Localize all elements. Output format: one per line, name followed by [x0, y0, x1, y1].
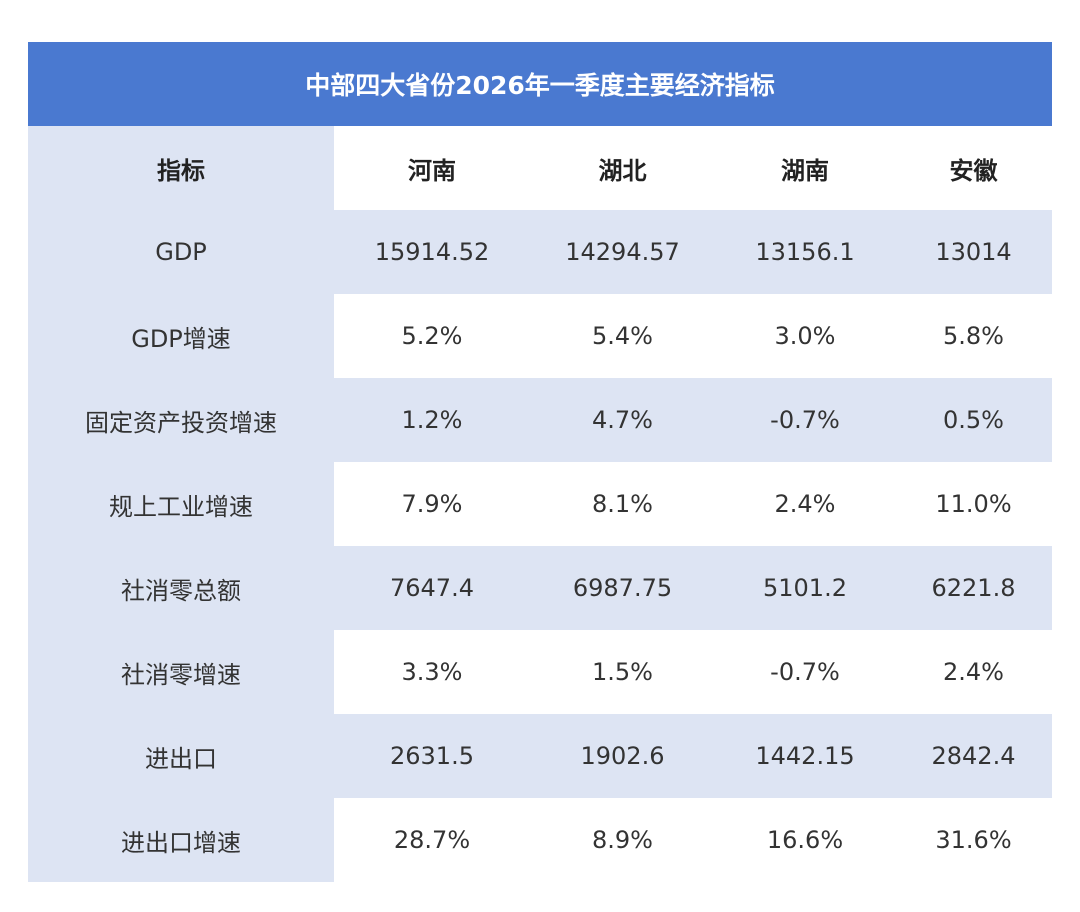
header-row: 指标 河南 湖北 湖南 安徽 — [28, 126, 1052, 210]
table-cell: 3.3% — [334, 630, 530, 714]
table-cell: 0.5% — [895, 378, 1052, 462]
table-cell: 28.7% — [334, 798, 530, 882]
table-cell: 2.4% — [895, 630, 1052, 714]
table-cell: 11.0% — [895, 462, 1052, 546]
table-row: 进出口增速 28.7% 8.9% 16.6% 31.6% — [28, 798, 1052, 882]
table-cell: -0.7% — [715, 378, 895, 462]
table-row: 进出口 2631.5 1902.6 1442.15 2842.4 — [28, 714, 1052, 798]
table-cell: 2.4% — [715, 462, 895, 546]
row-label: 进出口 — [28, 714, 334, 798]
table-cell: 5101.2 — [715, 546, 895, 630]
table-cell: 2842.4 — [895, 714, 1052, 798]
table-cell: 16.6% — [715, 798, 895, 882]
table-cell: 8.1% — [530, 462, 715, 546]
table-cell: 14294.57 — [530, 210, 715, 294]
table-cell: 13156.1 — [715, 210, 895, 294]
row-label: 社消零增速 — [28, 630, 334, 714]
table-cell: 1902.6 — [530, 714, 715, 798]
table-cell: 7.9% — [334, 462, 530, 546]
table-cell: 8.9% — [530, 798, 715, 882]
table-cell: 1442.15 — [715, 714, 895, 798]
row-label: 固定资产投资增速 — [28, 378, 334, 462]
table-cell: 7647.4 — [334, 546, 530, 630]
table-cell: 3.0% — [715, 294, 895, 378]
table-cell: 5.2% — [334, 294, 530, 378]
table-cell: 6987.75 — [530, 546, 715, 630]
data-table: 中部四大省份2026年一季度主要经济指标 指标 河南 湖北 湖南 安徽 GDP 15914.… — [28, 42, 1052, 882]
table-cell: 13014 — [895, 210, 1052, 294]
row-label: 进出口增速 — [28, 798, 334, 882]
header-cell: 湖南 — [715, 126, 895, 210]
table-row: 规上工业增速 7.9% 8.1% 2.4% 11.0% — [28, 462, 1052, 546]
table-row: 社消零总额 7647.4 6987.75 5101.2 6221.8 — [28, 546, 1052, 630]
table-row: GDP 15914.52 14294.57 13156.1 13014 — [28, 210, 1052, 294]
row-label: GDP — [28, 210, 334, 294]
table-cell: 31.6% — [895, 798, 1052, 882]
table-cell: 1.5% — [530, 630, 715, 714]
table-title: 中部四大省份2026年一季度主要经济指标 — [28, 42, 1052, 126]
table-cell: 1.2% — [334, 378, 530, 462]
row-label: 社消零总额 — [28, 546, 334, 630]
row-label: GDP增速 — [28, 294, 334, 378]
table-cell: 5.4% — [530, 294, 715, 378]
header-cell: 安徽 — [895, 126, 1052, 210]
table-cell: -0.7% — [715, 630, 895, 714]
table-row: 社消零增速 3.3% 1.5% -0.7% 2.4% — [28, 630, 1052, 714]
header-cell: 指标 — [28, 126, 334, 210]
table-cell: 4.7% — [530, 378, 715, 462]
table-row: GDP增速 5.2% 5.4% 3.0% 5.8% — [28, 294, 1052, 378]
header-cell: 河南 — [334, 126, 530, 210]
table-row: 固定资产投资增速 1.2% 4.7% -0.7% 0.5% — [28, 378, 1052, 462]
table-cell: 6221.8 — [895, 546, 1052, 630]
header-cell: 湖北 — [530, 126, 715, 210]
table-cell: 5.8% — [895, 294, 1052, 378]
row-label: 规上工业增速 — [28, 462, 334, 546]
table-cell: 15914.52 — [334, 210, 530, 294]
table-cell: 2631.5 — [334, 714, 530, 798]
